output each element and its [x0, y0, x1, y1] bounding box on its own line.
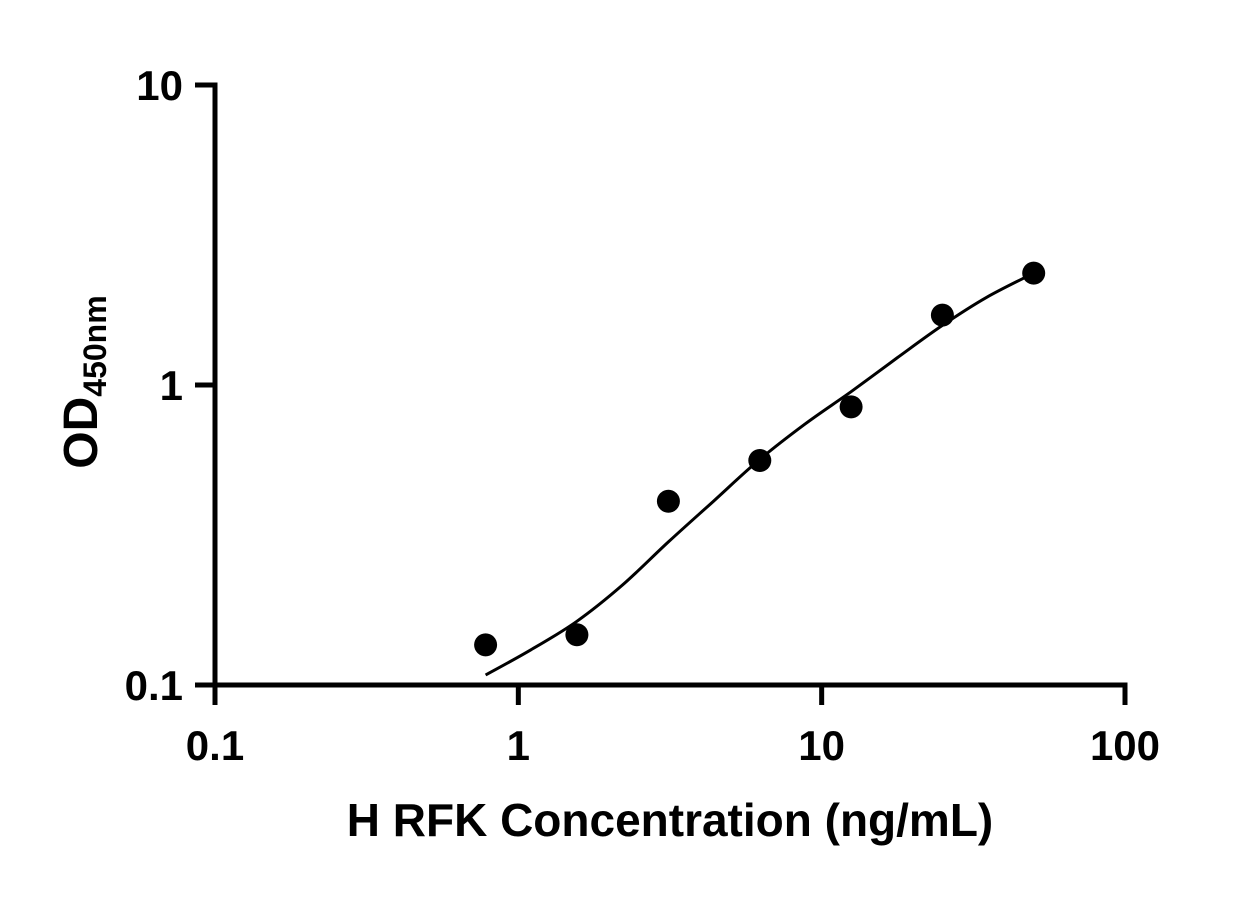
data-point: [1022, 261, 1046, 285]
axes-spine: [212, 82, 1128, 688]
y-axis-title: OD450nm: [52, 202, 113, 562]
fit-curve: [484, 271, 1035, 677]
x-tick-label: 0.1: [186, 722, 244, 769]
y-tick-label: 0.1: [125, 662, 183, 709]
data-point: [656, 489, 680, 513]
y-axis-title-subscript: 450nm: [77, 295, 113, 397]
x-tick-label: 100: [1090, 722, 1160, 769]
y-tick-label: 1: [160, 362, 183, 409]
data-point: [930, 303, 954, 327]
y-tick-label: 10: [136, 62, 183, 109]
data-point: [565, 623, 589, 647]
data-point: [474, 633, 498, 657]
data-point: [839, 395, 863, 419]
x-tick-label: 1: [507, 722, 530, 769]
x-axis-title: H RFK Concentration (ng/mL): [346, 794, 994, 846]
data-point: [748, 449, 772, 472]
y-axis-title-main: OD: [55, 396, 108, 469]
x-tick-label: 10: [798, 722, 845, 769]
